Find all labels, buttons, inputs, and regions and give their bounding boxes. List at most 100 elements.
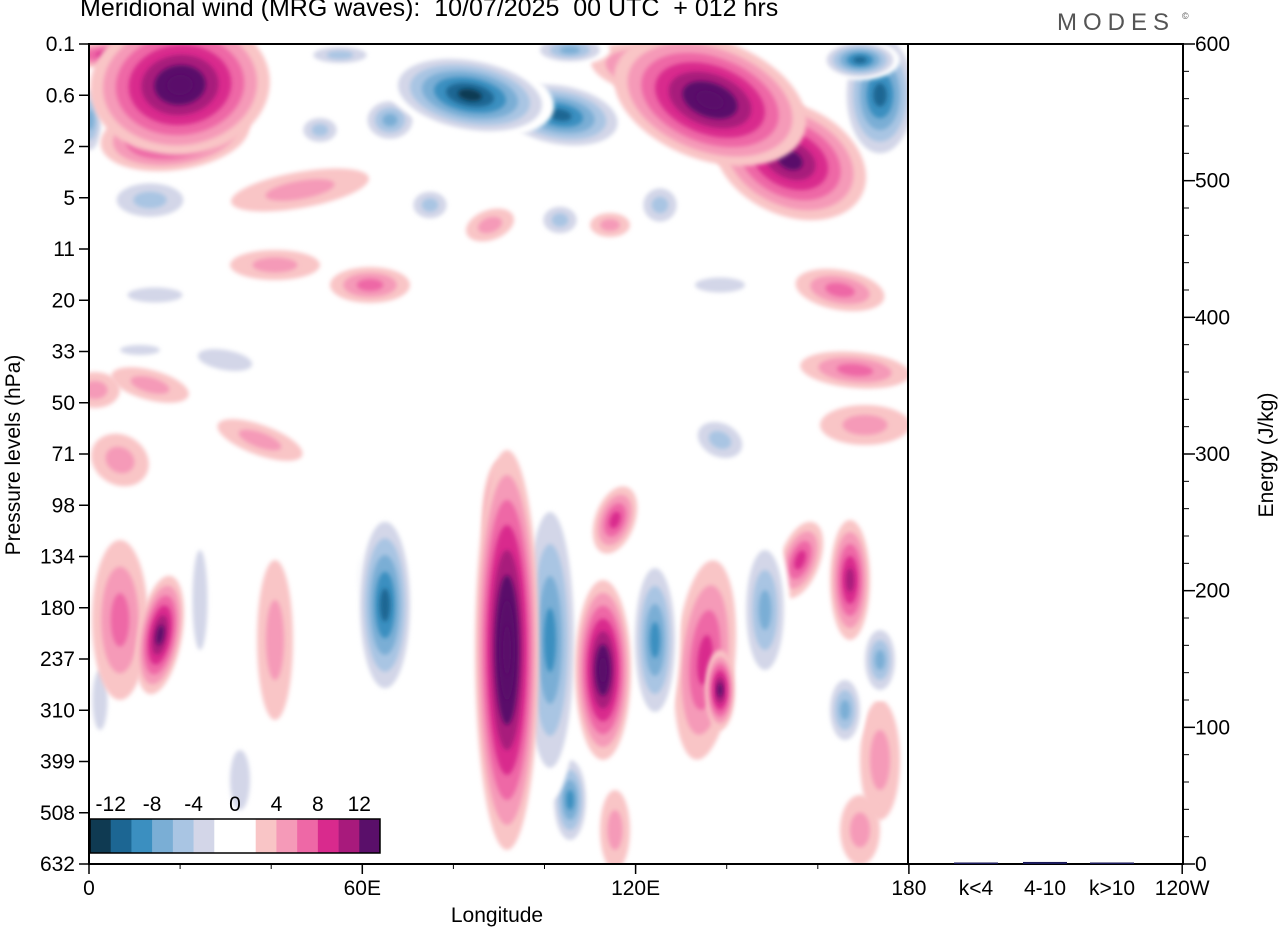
colorbar-label-2: -4 — [184, 793, 203, 816]
colorbar-swatch-12 — [338, 819, 360, 853]
contour-blob-35-3 — [794, 550, 806, 570]
x-tick-label-4: 120W — [1155, 877, 1210, 900]
colorbar-swatch-4 — [172, 819, 194, 853]
colorbar-swatch-13 — [359, 819, 381, 853]
contour-blob-26-2 — [133, 191, 167, 209]
colorbar-swatch-7 — [235, 819, 257, 853]
colorbar — [89, 818, 381, 854]
contour-blob-12-1 — [850, 812, 870, 848]
energy-bar-2 — [1090, 862, 1134, 864]
contour-blob-33-3 — [609, 511, 621, 529]
x-axis-label: Longitude — [451, 904, 543, 927]
colorbar-frame — [89, 818, 381, 854]
contour-blob-32-3 — [382, 113, 398, 127]
contour-blob-17-1 — [105, 446, 135, 474]
y-tick-label-6: 33 — [52, 341, 75, 364]
energy-axis-ticks: 0 100 200 300 400 500 600 — [1183, 33, 1230, 876]
x-tick-label-1: 60E — [344, 877, 381, 900]
y-tick-label-0: 0.1 — [46, 33, 75, 56]
colorbar-labels: -12 -8 -4 0 4 8 12 — [96, 793, 371, 816]
contour-blob-15-1 — [477, 216, 503, 234]
colorbar-swatch-3 — [152, 819, 174, 853]
contour-blob-46-4 — [544, 608, 556, 672]
colorbar-swatch-6 — [214, 819, 236, 853]
colorbar-swatch-8 — [255, 819, 277, 853]
wind-contour-field — [89, 44, 908, 864]
x-tick-label-2: 120E — [611, 877, 660, 900]
x-tick-label-0: 0 — [83, 877, 95, 900]
contour-blob-2-1 — [89, 381, 108, 399]
contour-blob-29-2 — [551, 213, 569, 227]
contour-blob-58-6 — [167, 74, 193, 96]
colorbar-swatch-9 — [276, 819, 298, 853]
energy-tick-label-5: 500 — [1195, 170, 1230, 193]
contour-blob-16-1 — [600, 219, 620, 231]
energy-bars — [954, 861, 1134, 864]
y-tick-label-4: 11 — [53, 238, 75, 261]
contour-blob-3-1 — [238, 429, 282, 451]
contour-blob-40-3 — [89, 110, 94, 130]
contour-blob-39-3 — [560, 46, 580, 54]
contour-blob-20-1 — [266, 600, 284, 680]
contour-blob-5-1 — [197, 349, 253, 371]
contour-blob-1-1 — [130, 376, 170, 394]
contour-blob-14-1 — [252, 257, 298, 273]
contour-blob-25-2 — [326, 51, 354, 59]
contour-blob-52-5 — [380, 588, 390, 622]
y-tick-label-9: 98 — [52, 494, 75, 517]
contour-blob-56-5 — [853, 56, 867, 64]
y-tick-label-5: 20 — [52, 289, 75, 312]
energy-tick-label-0: 0 — [1195, 853, 1207, 876]
colorbar-label-0: -12 — [96, 793, 126, 816]
contour-blob-47-4 — [650, 622, 660, 658]
contour-blob-10-1 — [870, 730, 890, 790]
contour-blob-23-2 — [825, 282, 855, 298]
colorbar-swatch-11 — [317, 819, 339, 853]
contour-blob-62-7 — [503, 625, 511, 675]
contour-blob-57-5 — [717, 683, 723, 697]
y-tick-label-10: 134 — [40, 546, 75, 569]
energy-category-0: k<4 — [959, 877, 994, 900]
energy-panel-frame — [907, 43, 1184, 865]
y-tick-label-2: 2 — [63, 136, 75, 159]
copyright-mark: © — [1182, 11, 1189, 21]
y-tick-label-16: 632 — [40, 853, 75, 876]
contour-blob-36-3 — [875, 650, 885, 670]
contour-blob-59-6 — [696, 90, 724, 110]
contour-blob-13-1 — [265, 179, 335, 201]
y-tick-label-14: 399 — [40, 751, 75, 774]
colorbar-label-3: 0 — [229, 793, 241, 816]
contour-blob-42-3 — [758, 590, 772, 630]
colorbar-swatch-10 — [297, 819, 319, 853]
contour-blob-51-5 — [155, 625, 165, 645]
contour-blob-0-0 — [425, 460, 455, 820]
colorbar-swatch-1 — [110, 819, 132, 853]
y-tick-label-8: 71 — [52, 443, 75, 466]
contour-blob-43-4 — [566, 790, 574, 810]
colorbar-swatch-0 — [90, 819, 112, 853]
contour-blob-7-1 — [120, 345, 160, 355]
contour-blob-31-2 — [708, 430, 732, 450]
energy-tick-label-4: 400 — [1195, 306, 1230, 329]
modes-logo: MODES — [1057, 9, 1176, 36]
y-tick-label-15: 508 — [40, 802, 75, 825]
y-tick-label-13: 310 — [40, 699, 75, 722]
y-tick-label-1: 0.6 — [46, 84, 75, 107]
energy-bar-0 — [954, 862, 998, 864]
energy-bar-1 — [1023, 861, 1067, 864]
contour-blob-4-1 — [127, 287, 183, 303]
energy-category-1: 4-10 — [1024, 877, 1066, 900]
chart-title: Meridional wind (MRG waves): 10/07/2025 … — [80, 0, 779, 22]
contour-blob-21-2 — [836, 363, 874, 377]
contour-blob-24-2 — [356, 279, 384, 291]
y-tick-label-7: 50 — [52, 392, 75, 415]
contour-blob-48-4 — [846, 568, 854, 592]
contour-blob-22-2 — [110, 593, 130, 647]
contour-blob-27-2 — [311, 124, 329, 136]
contour-blob-19-1 — [192, 550, 208, 650]
energy-axis-label: Energy (J/kg) — [1255, 393, 1278, 518]
colorbar-swatch-2 — [131, 819, 153, 853]
contour-blob-18-1 — [842, 415, 888, 435]
energy-tick-label-6: 600 — [1195, 33, 1230, 56]
